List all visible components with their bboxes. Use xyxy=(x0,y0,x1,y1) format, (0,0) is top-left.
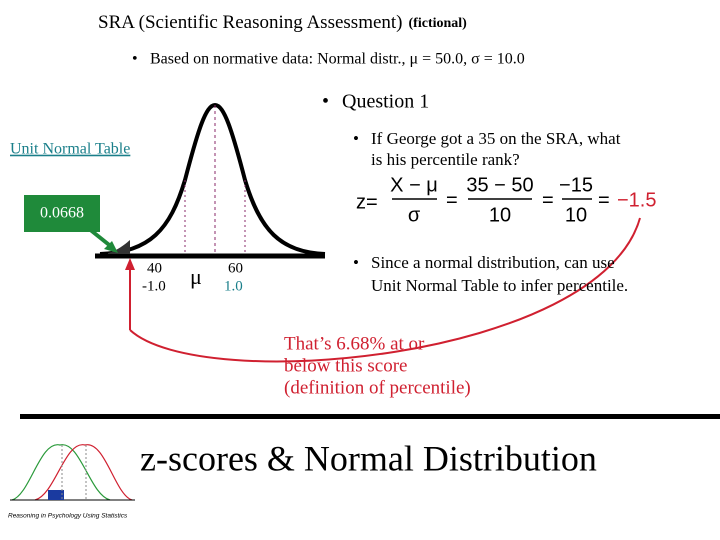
question-line: is his percentile rank? xyxy=(371,150,520,169)
eq-num: X − μ xyxy=(390,174,438,196)
connector xyxy=(129,217,641,363)
bullet-dot: • xyxy=(353,129,359,148)
bullet-dot: • xyxy=(132,51,138,68)
conclusion-line: below this score xyxy=(284,355,407,376)
conclusion-line: (definition of percentile) xyxy=(284,377,471,398)
table-value: 0.0668 xyxy=(40,205,84,222)
bullet: Based on normative data: Normal distr., … xyxy=(150,51,525,68)
thumb-curve xyxy=(11,444,111,501)
question-heading: Question 1 xyxy=(342,91,429,113)
eq-sign: = xyxy=(598,189,610,211)
title: SRA (Scientific Reasoning Assessment) (fi… xyxy=(98,12,467,33)
eq-den: 10 xyxy=(565,204,587,226)
question-line: If George got a 35 on the SRA, what xyxy=(371,129,621,148)
bullet-dot: • xyxy=(322,91,329,113)
divider xyxy=(20,414,720,419)
axis-label: 40 xyxy=(147,260,162,276)
axis-label: 60 xyxy=(228,260,243,276)
eq-lhs: z= xyxy=(356,191,378,213)
axis-label: μ xyxy=(190,264,202,289)
footer-caption: Reasoning in Psychology Using Statistics xyxy=(8,513,128,520)
footer-title: z-scores & Normal Distribution xyxy=(140,438,597,478)
eq-num: 35 − 50 xyxy=(466,174,533,196)
note-line: Unit Normal Table to infer percentile. xyxy=(371,276,628,295)
title-main: SRA (Scientific Reasoning Assessment) xyxy=(98,12,403,33)
bullet-dot: • xyxy=(353,253,359,272)
conclusion-line: That’s 6.68% at or xyxy=(284,333,425,354)
eq-sign: = xyxy=(446,189,458,211)
arrow-head xyxy=(104,241,118,253)
thumb-curve xyxy=(34,444,133,501)
table-link[interactable]: Unit Normal Table xyxy=(10,141,130,158)
value-box xyxy=(24,195,100,232)
thumb-bars xyxy=(48,490,64,500)
eq-sign: = xyxy=(542,189,554,211)
title-note: (fictional) xyxy=(409,16,468,31)
shaded-tail xyxy=(108,240,130,254)
axis-label: -1.0 xyxy=(142,278,166,294)
connector-head xyxy=(125,258,135,270)
eq-num: −15 xyxy=(559,174,593,196)
eq-den: σ xyxy=(408,204,421,226)
axis-label: 1.0 xyxy=(224,278,243,294)
note-line: Since a normal distribution, can use xyxy=(371,253,615,272)
thumbnail xyxy=(10,444,135,501)
eq-den: 10 xyxy=(489,204,511,226)
eq-result: −1.5 xyxy=(617,189,656,211)
